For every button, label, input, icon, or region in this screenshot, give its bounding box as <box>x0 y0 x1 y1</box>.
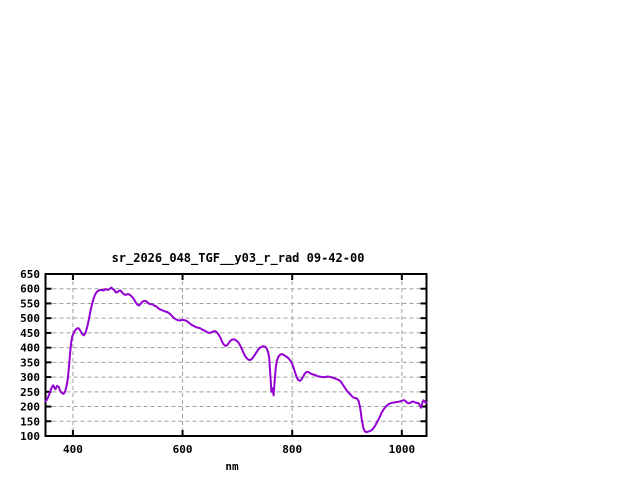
y-tick-label: 600 <box>20 283 40 296</box>
x-tick-label: 600 <box>173 443 193 456</box>
gridlines <box>45 274 427 436</box>
x-tick-label: 400 <box>63 443 83 456</box>
plot-border <box>44 273 428 437</box>
data-series <box>44 286 428 434</box>
chart-title: sr_2026_048_TGF__y03_r_rad 09-42-00 <box>112 251 365 266</box>
y-tick-label: 450 <box>20 327 40 340</box>
y-tick-label: 100 <box>20 430 40 443</box>
x-tick-label: 1000 <box>389 443 416 456</box>
y-tick-label: 550 <box>20 297 40 310</box>
y-tick-label: 350 <box>20 356 40 369</box>
y-tick-label: 200 <box>20 401 40 414</box>
y-tick-label: 500 <box>20 312 40 325</box>
y-tick-label: 250 <box>20 386 40 399</box>
y-tick-label: 400 <box>20 342 40 355</box>
y-tick-label: 150 <box>20 415 40 428</box>
tick-marks <box>45 273 427 437</box>
y-tick-label: 650 <box>20 268 40 281</box>
x-axis-label: nm <box>225 460 239 473</box>
x-tick-label: 800 <box>282 443 302 456</box>
y-tick-label: 300 <box>20 371 40 384</box>
data-curve <box>44 286 428 434</box>
